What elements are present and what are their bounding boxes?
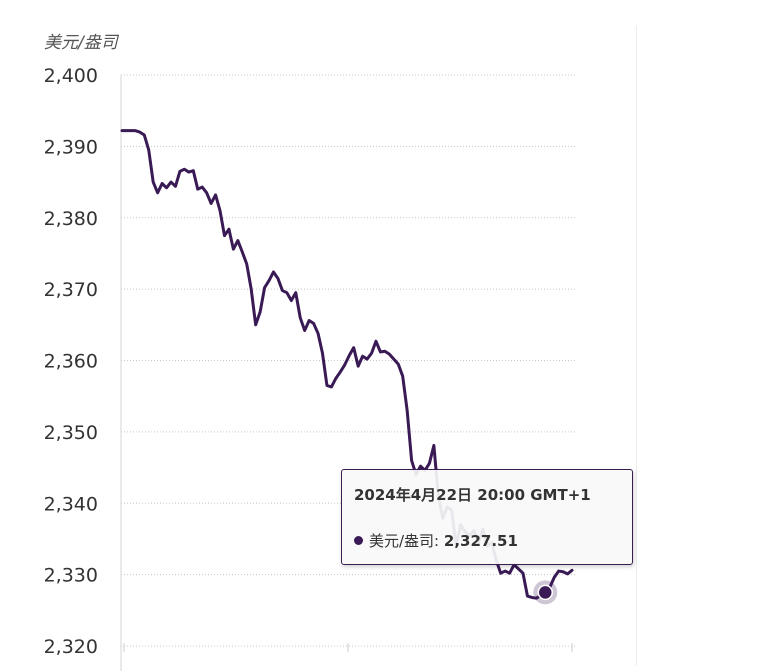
y-tick-label: 2,370 xyxy=(44,279,98,301)
tooltip-value: 2,327.51 xyxy=(443,532,518,550)
y-tick-label: 2,330 xyxy=(44,565,98,587)
y-tick-label: 2,390 xyxy=(44,136,98,158)
y-tick-label: 2,350 xyxy=(44,422,98,444)
axes xyxy=(120,75,573,671)
y-tick-label: 2,380 xyxy=(44,208,98,230)
right-divider xyxy=(636,26,637,666)
y-tick-labels: 2,320 2,330 2,340 2,350 2,360 2,370 2,380 2,390… xyxy=(44,65,98,658)
y-tick-label: 2,320 xyxy=(44,636,98,658)
hover-marker-layer xyxy=(533,580,558,605)
y-axis-unit-label: 美元/盎司 xyxy=(44,33,120,53)
hover-marker-point xyxy=(537,584,554,601)
y-tick-label: 2,360 xyxy=(44,351,98,373)
tooltip-datetime: 2024年4月22日 20:00 GMT+1 xyxy=(354,486,591,504)
grid-lines xyxy=(121,74,575,647)
tooltip: 2024年4月22日 20:00 GMT+1 美元/盎司: 2,327.51 xyxy=(341,469,633,565)
tooltip-series-dot xyxy=(354,536,363,545)
tooltip-series-row: 美元/盎司: 2,327.51 xyxy=(354,530,518,551)
y-tick-label: 2,340 xyxy=(44,493,98,515)
tooltip-series-name: 美元/盎司: xyxy=(369,532,440,550)
y-tick-label: 2,400 xyxy=(44,65,98,87)
